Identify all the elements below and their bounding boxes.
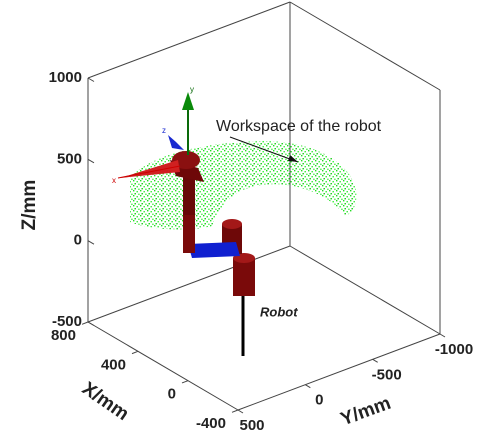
frame-label: z <box>162 126 166 135</box>
annotation: Workspace of the robot <box>216 118 382 135</box>
frame-label: y <box>190 85 194 94</box>
x-tick-label: 800 <box>51 327 76 344</box>
x-tick <box>232 410 238 412</box>
y-tick <box>440 334 445 337</box>
z-axis-label: Z/mm <box>19 180 40 231</box>
box-edge <box>290 246 440 334</box>
y-tick <box>238 410 243 413</box>
x-tick-label: 400 <box>101 356 126 373</box>
z-tick-label: 1000 <box>49 69 82 86</box>
y-tick <box>305 385 310 388</box>
box-edge <box>238 334 440 410</box>
z-tick <box>88 159 94 163</box>
z-tick <box>88 78 94 82</box>
z-tick-label: 0 <box>74 232 82 249</box>
z-tick <box>88 322 94 326</box>
y-tick-label: 500 <box>239 417 264 432</box>
x-axis-label: X/mm <box>78 378 132 425</box>
x-tick <box>132 351 138 353</box>
y-axis-label: Y/mm <box>338 393 394 430</box>
z-tick-label: 500 <box>57 150 82 167</box>
y-tick-label: -500 <box>372 366 402 383</box>
chart: y x z Workspace of the robot Robot Z/mm … <box>0 0 494 432</box>
x-tick <box>182 381 188 383</box>
annotation: Robot <box>260 304 298 319</box>
box-edge <box>88 2 290 78</box>
workspace-cloud <box>130 141 356 230</box>
x-tick <box>82 322 88 324</box>
y-tick-label: 0 <box>315 392 323 409</box>
frame-label: x <box>112 176 116 185</box>
x-tick-label: -400 <box>196 415 226 432</box>
box-edge <box>290 2 440 90</box>
z-tick <box>88 241 94 245</box>
y-tick-label: -1000 <box>435 341 473 358</box>
y-tick <box>373 359 378 362</box>
x-tick-label: 0 <box>168 386 176 403</box>
